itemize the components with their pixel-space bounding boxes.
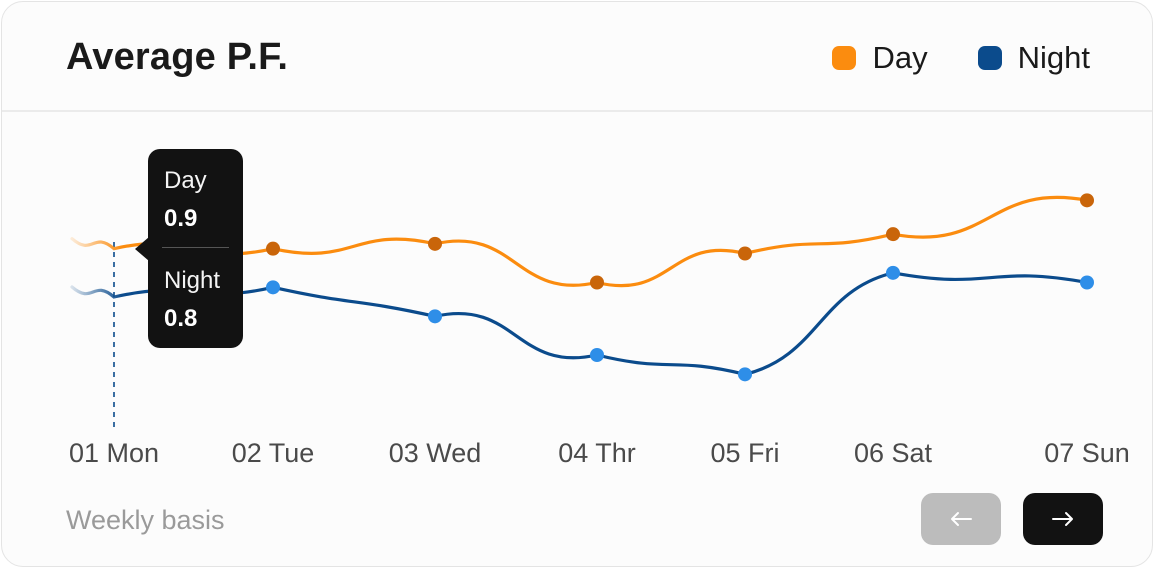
tooltip-day-label: Day	[164, 167, 207, 194]
data-point-night-2	[266, 280, 280, 295]
data-point-day-4	[590, 275, 604, 290]
data-point-day-6	[886, 227, 900, 242]
tooltip-night-value: 0.8	[164, 305, 198, 332]
tooltip-day-value: 0.9	[164, 205, 198, 232]
x-tick-label: 03 Wed	[389, 438, 482, 468]
tooltip-night-label: Night	[164, 267, 221, 294]
data-point-day-5	[738, 246, 752, 261]
x-tick-label: 04 Thr	[558, 438, 636, 468]
arrow-right-icon	[1052, 512, 1073, 526]
data-point-night-4	[590, 348, 604, 362]
footer-note: Weekly basis	[66, 505, 225, 535]
x-tick-label: 06 Sat	[854, 438, 933, 468]
previous-week-button[interactable]	[921, 493, 1001, 545]
legend-label-night: Night	[1017, 40, 1090, 75]
data-point-day-7	[1080, 193, 1094, 208]
legend-item-night[interactable]: Night	[977, 40, 1090, 76]
data-point-day-3	[428, 236, 442, 251]
legend-swatch-night	[977, 46, 1002, 70]
tooltip-divider	[162, 247, 229, 248]
legend-item-day[interactable]: Day	[832, 40, 928, 76]
x-tick-label: 02 Tue	[232, 438, 315, 468]
card-header: Average P.F. Day Night	[2, 2, 1152, 112]
data-point-night-6	[886, 265, 900, 280]
data-point-night-5	[738, 367, 752, 382]
legend-label-day: Day	[872, 40, 928, 75]
x-tick-label: 07 Sun	[1044, 438, 1130, 468]
x-tick-label: 05 Fri	[710, 438, 779, 468]
data-point-night-3	[428, 309, 442, 324]
data-point-night-7	[1080, 275, 1094, 290]
x-tick-label: 01 Mon	[69, 438, 159, 468]
line-chart[interactable]: 01 Mon 02 Tue 03 Wed 04 Thr 05 Fri 06 Sat 07 S…	[2, 112, 1153, 482]
arrow-left-icon	[951, 512, 972, 526]
legend: Day Night	[832, 40, 1090, 76]
chart-tooltip: Day 0.9 Night 0.8	[135, 149, 243, 348]
legend-swatch-day	[832, 46, 857, 70]
chart-title: Average P.F.	[66, 36, 289, 78]
data-point-day-2	[266, 241, 280, 256]
next-week-button[interactable]	[1023, 493, 1103, 545]
